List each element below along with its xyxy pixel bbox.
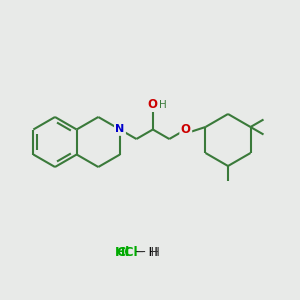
Text: O: O xyxy=(148,98,158,111)
Text: O: O xyxy=(181,123,191,136)
Text: − H: − H xyxy=(130,245,158,259)
Text: − H: − H xyxy=(136,245,160,259)
Text: H: H xyxy=(159,100,166,110)
Text: N: N xyxy=(115,124,124,134)
Text: HCl: HCl xyxy=(115,245,139,259)
Text: Cl: Cl xyxy=(117,245,130,259)
